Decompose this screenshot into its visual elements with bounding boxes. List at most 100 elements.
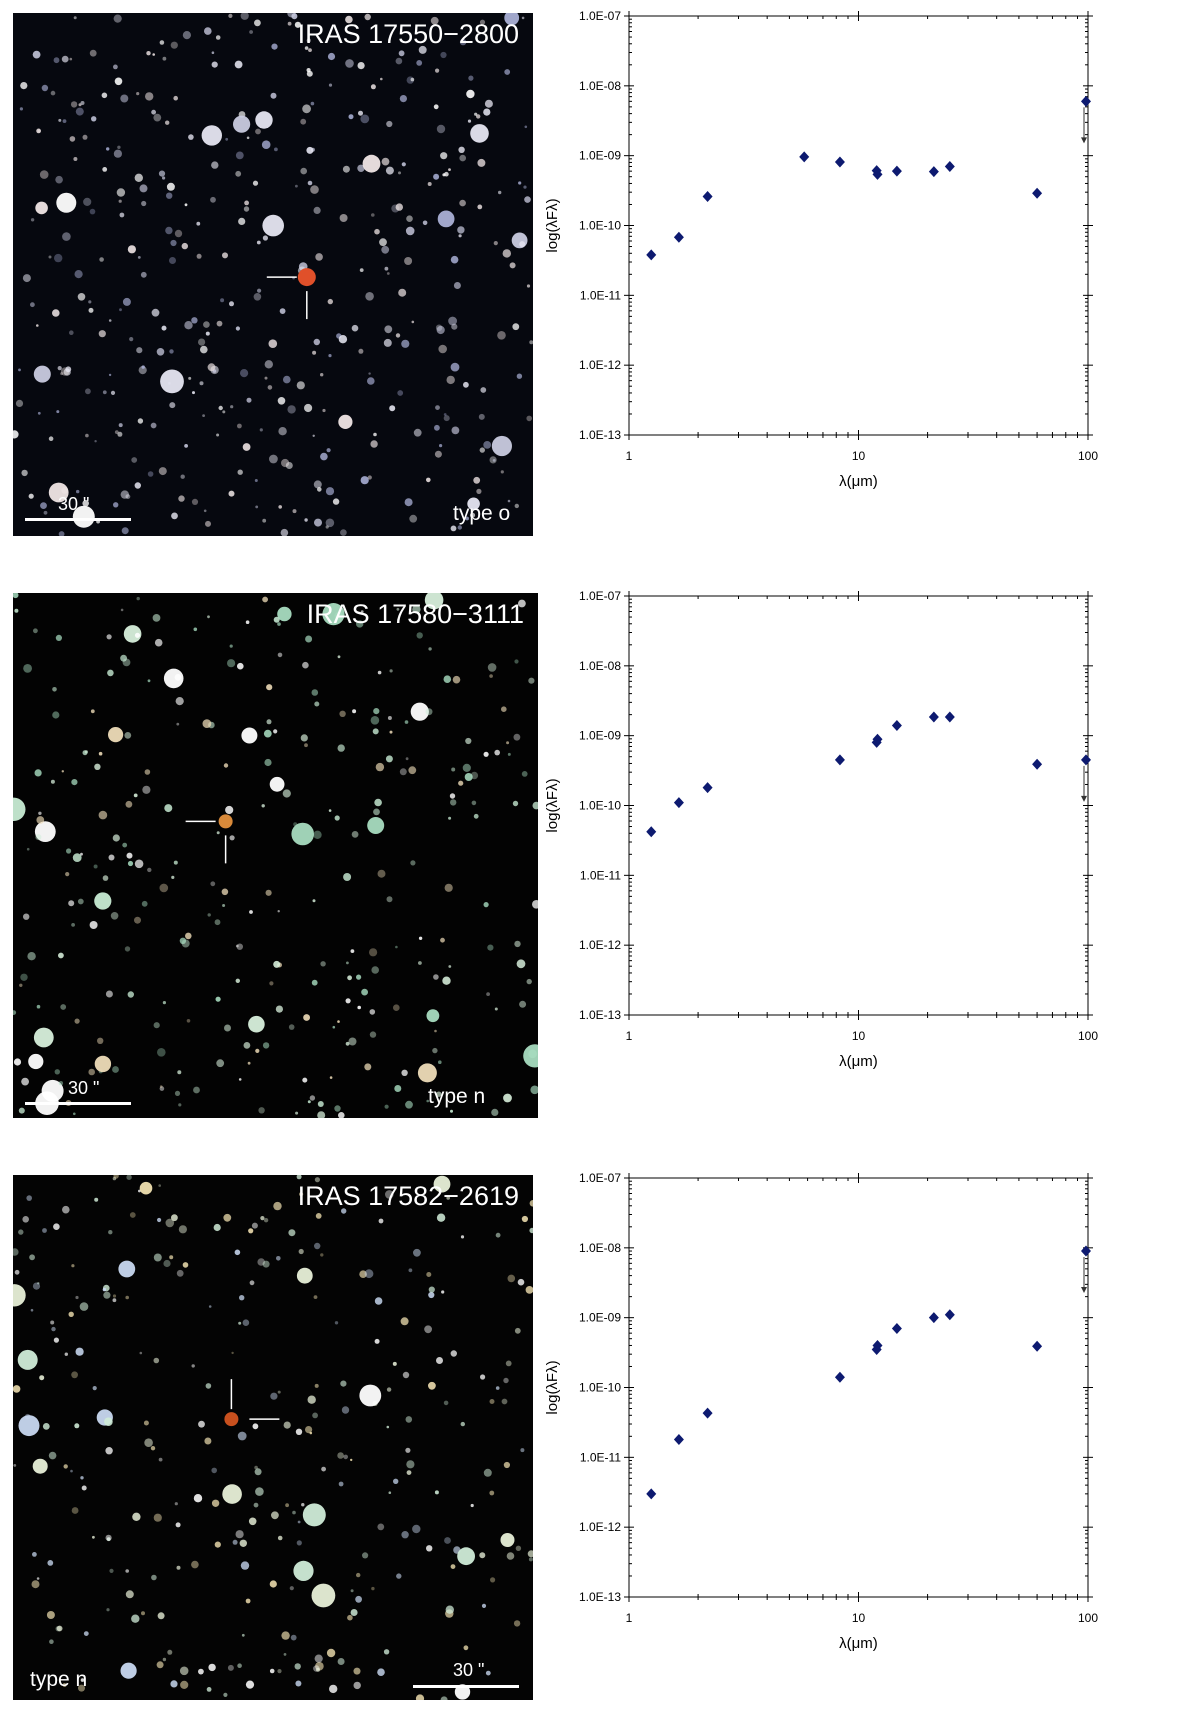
star: [207, 615, 210, 619]
star: [347, 1614, 353, 1621]
star: [283, 1653, 287, 1656]
star: [509, 262, 516, 269]
star: [176, 1565, 181, 1570]
star: [529, 340, 533, 345]
star: [202, 719, 212, 728]
y-tick-label: 1.0E-10: [579, 799, 621, 813]
star: [216, 831, 220, 835]
star: [296, 1175, 302, 1180]
star: [216, 433, 220, 437]
star: [49, 1639, 54, 1644]
star: [277, 1390, 281, 1394]
star: [81, 1485, 87, 1491]
star: [188, 376, 192, 380]
star: [35, 201, 48, 215]
star: [398, 50, 405, 57]
star: [18, 1229, 24, 1235]
star: [436, 1357, 443, 1364]
star: [465, 516, 469, 521]
star: [470, 1503, 474, 1508]
star: [210, 881, 216, 887]
star: [151, 308, 160, 317]
star: [211, 51, 215, 54]
star: [467, 497, 480, 511]
star: [159, 1085, 163, 1088]
star: [122, 297, 131, 306]
data-point: [872, 168, 883, 180]
star: [106, 1608, 110, 1612]
star: [337, 655, 341, 659]
star: [515, 1545, 522, 1551]
star: [483, 902, 489, 908]
star: [408, 766, 417, 775]
star: [404, 257, 413, 265]
data-point: [799, 151, 810, 163]
star: [131, 1614, 140, 1623]
star: [159, 40, 165, 45]
star: [334, 815, 340, 821]
star: [173, 95, 178, 101]
star: [466, 89, 475, 99]
star: [240, 13, 249, 20]
star: [208, 1663, 216, 1672]
star: [371, 213, 375, 217]
star: [170, 1680, 178, 1688]
star: [97, 1037, 104, 1044]
star: [373, 432, 377, 437]
star: [125, 1295, 129, 1300]
star: [198, 1420, 205, 1428]
star: [404, 498, 413, 507]
star: [71, 923, 75, 927]
star: [360, 476, 369, 485]
star: [218, 405, 223, 411]
star: [228, 490, 235, 497]
target-source: [297, 268, 316, 287]
star: [140, 271, 147, 278]
star: [503, 1093, 512, 1103]
star: [184, 444, 189, 448]
star: [108, 373, 112, 377]
star: [304, 518, 308, 522]
star: [177, 1070, 182, 1075]
star: [448, 168, 451, 172]
star: [498, 190, 502, 195]
star: [356, 620, 364, 628]
star: [54, 1069, 60, 1075]
star: [526, 415, 532, 422]
star: [85, 433, 89, 438]
star: [395, 945, 398, 949]
star: [48, 436, 54, 442]
data-point: [928, 166, 939, 178]
star: [307, 1395, 316, 1404]
data-point: [891, 165, 902, 177]
star: [205, 331, 210, 336]
star: [459, 199, 466, 207]
star: [328, 354, 332, 358]
star: [21, 469, 28, 477]
star: [313, 338, 320, 346]
star: [88, 1068, 95, 1076]
star: [308, 48, 312, 52]
star: [191, 498, 199, 505]
star: [480, 1374, 486, 1380]
star: [255, 1048, 260, 1053]
star: [169, 402, 176, 409]
star: [337, 1020, 340, 1023]
star: [487, 663, 497, 672]
star: [90, 709, 95, 714]
star: [350, 1589, 354, 1593]
star: [424, 593, 444, 610]
star: [77, 293, 86, 301]
star: [102, 1287, 107, 1292]
star: [242, 443, 251, 451]
star: [188, 134, 194, 140]
star: [260, 1216, 265, 1221]
star: [398, 288, 407, 297]
star: [80, 852, 83, 856]
star: [240, 369, 249, 378]
star: [302, 1077, 308, 1083]
star: [277, 606, 292, 622]
star: [89, 921, 98, 929]
star: [401, 1531, 409, 1539]
scale-label: 30 ": [58, 494, 90, 514]
